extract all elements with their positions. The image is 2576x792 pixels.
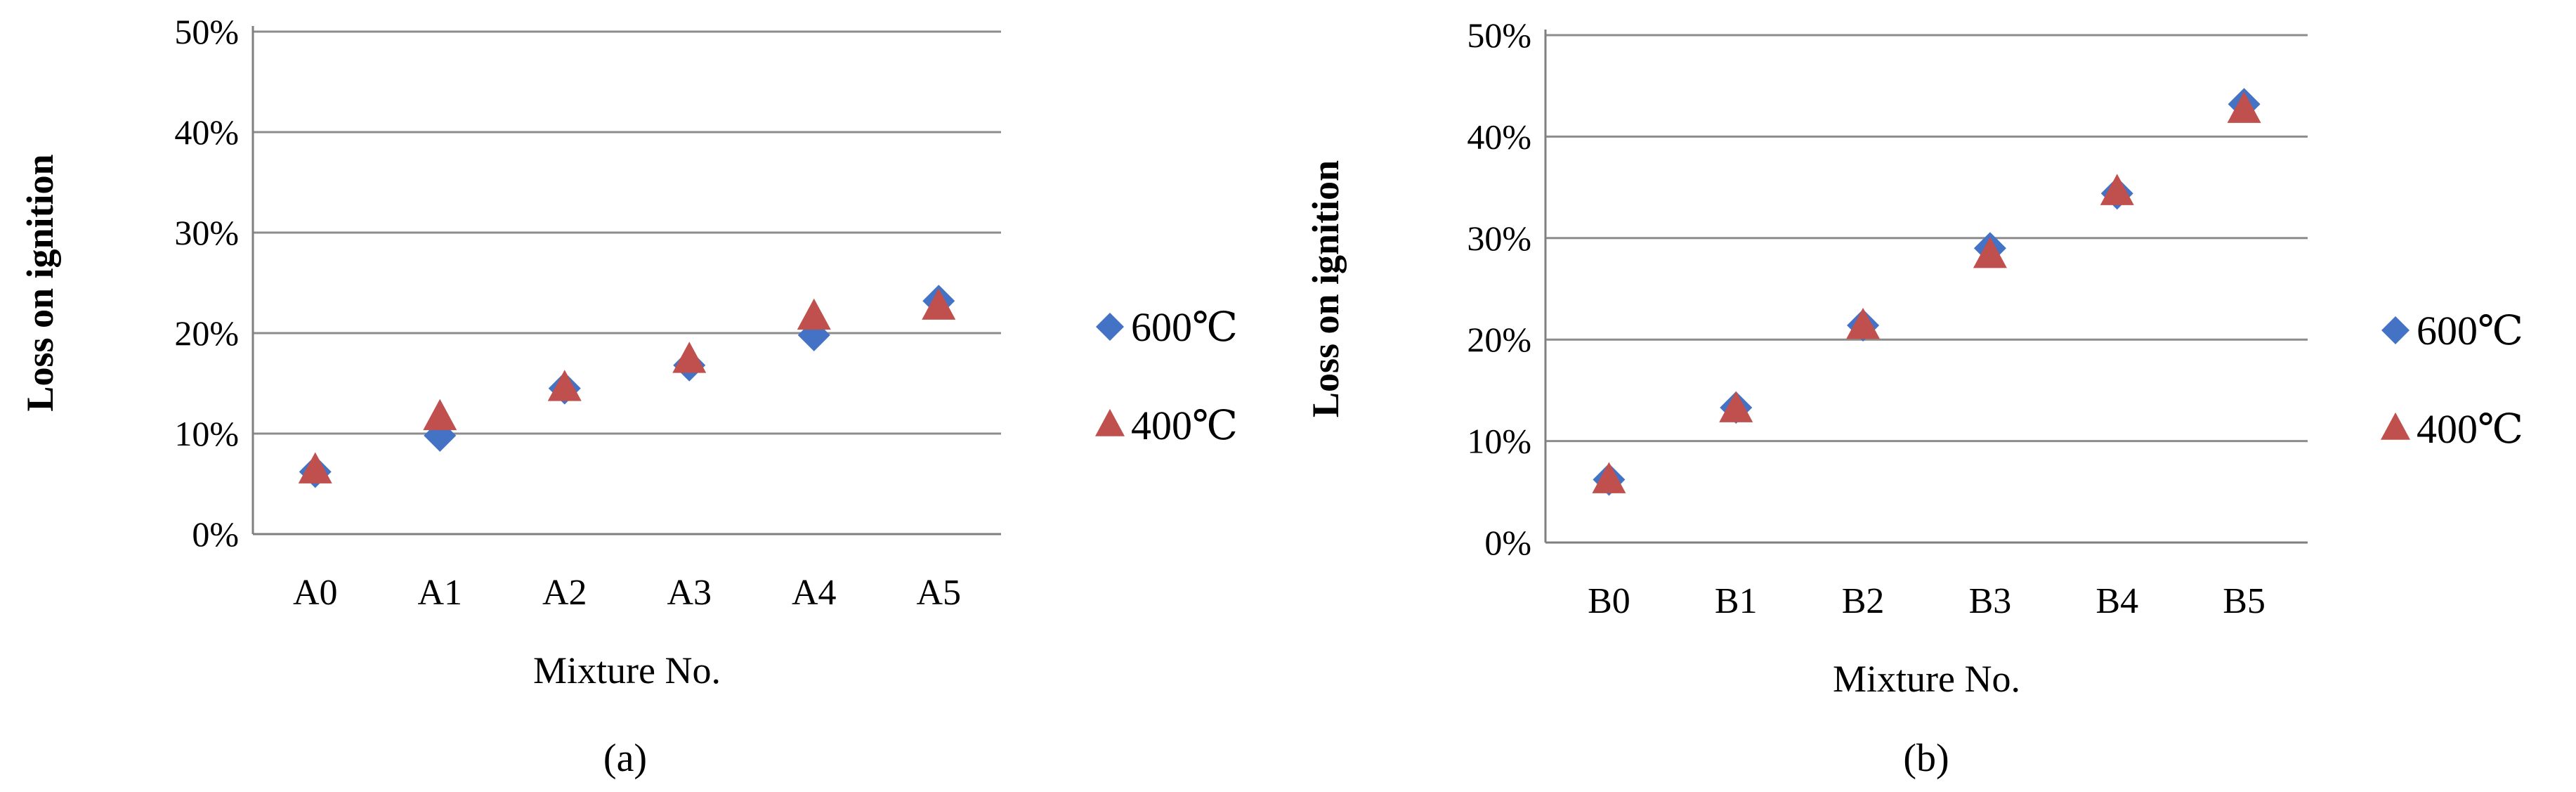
y-tick-label: 40%	[174, 112, 239, 152]
data-point-triangle	[547, 370, 582, 401]
data-point-triangle	[2100, 174, 2134, 205]
legend-label: 600℃	[1131, 304, 1238, 350]
data-point-triangle	[1846, 308, 1881, 339]
y-tick-label: 0%	[1484, 523, 1531, 562]
y-tick-label: 10%	[1467, 422, 1531, 461]
x-axis-title: Mixture No.	[1833, 658, 2020, 700]
x-tick-label: A0	[293, 573, 338, 613]
x-tick-label: A1	[417, 573, 462, 613]
data-point-triangle	[1592, 462, 1626, 493]
x-tick-label: A5	[916, 573, 961, 613]
data-point-triangle	[298, 452, 332, 483]
data-point-triangle	[672, 342, 707, 373]
legend-marker-diamond	[2381, 316, 2410, 344]
y-tick-label: 30%	[174, 213, 239, 252]
x-tick-label: A2	[542, 573, 587, 613]
panel-label: (b)	[1903, 736, 1949, 780]
x-axis-title: Mixture No.	[533, 649, 721, 692]
panel-label: (a)	[603, 736, 647, 780]
x-tick-label: B5	[2223, 581, 2266, 621]
x-tick-label: B0	[1588, 581, 1630, 621]
x-tick-label: A4	[792, 573, 837, 613]
data-point-triangle	[1719, 391, 1753, 422]
y-tick-label: 0%	[192, 514, 239, 554]
y-tick-label: 50%	[1467, 15, 1531, 55]
data-point-triangle	[797, 298, 831, 330]
y-tick-label: 40%	[1467, 117, 1531, 156]
x-tick-label: B3	[1969, 581, 2012, 621]
data-point-triangle	[423, 398, 457, 431]
data-point-triangle	[2227, 91, 2261, 123]
y-axis-title: Loss on ignition	[19, 154, 61, 411]
legend-label: 600℃	[2417, 308, 2523, 353]
y-tick-label: 50%	[174, 12, 239, 51]
legend-marker-triangle	[1095, 408, 1125, 436]
y-tick-label: 20%	[1467, 320, 1531, 359]
y-axis-title: Loss on ignition	[1305, 160, 1347, 417]
x-tick-label: B4	[2096, 581, 2138, 621]
legend-marker-diamond	[1096, 313, 1124, 341]
x-tick-label: A3	[667, 573, 712, 613]
chart-panel-a: 0% 10% 20% 30% 40% 50% A0 A1 A2 A3 A4 A5 Mixture No.…	[19, 12, 1238, 780]
y-tick-label: 30%	[1467, 219, 1531, 258]
y-tick-label: 20%	[174, 313, 239, 353]
x-tick-label: B1	[1715, 581, 1758, 621]
legend-marker-triangle	[2381, 412, 2410, 440]
y-tick-label: 10%	[174, 414, 239, 453]
data-point-triangle	[922, 288, 956, 320]
data-point-triangle	[1973, 236, 2007, 268]
legend-label: 400℃	[2417, 406, 2523, 452]
chart-panel-b: 0% 10% 20% 30% 40% 50% B0 B1 B2 B3 B4 B5 Mixture No.…	[1305, 15, 2523, 780]
x-tick-label: B2	[1842, 581, 1885, 621]
legend-label: 400℃	[1131, 403, 1238, 448]
